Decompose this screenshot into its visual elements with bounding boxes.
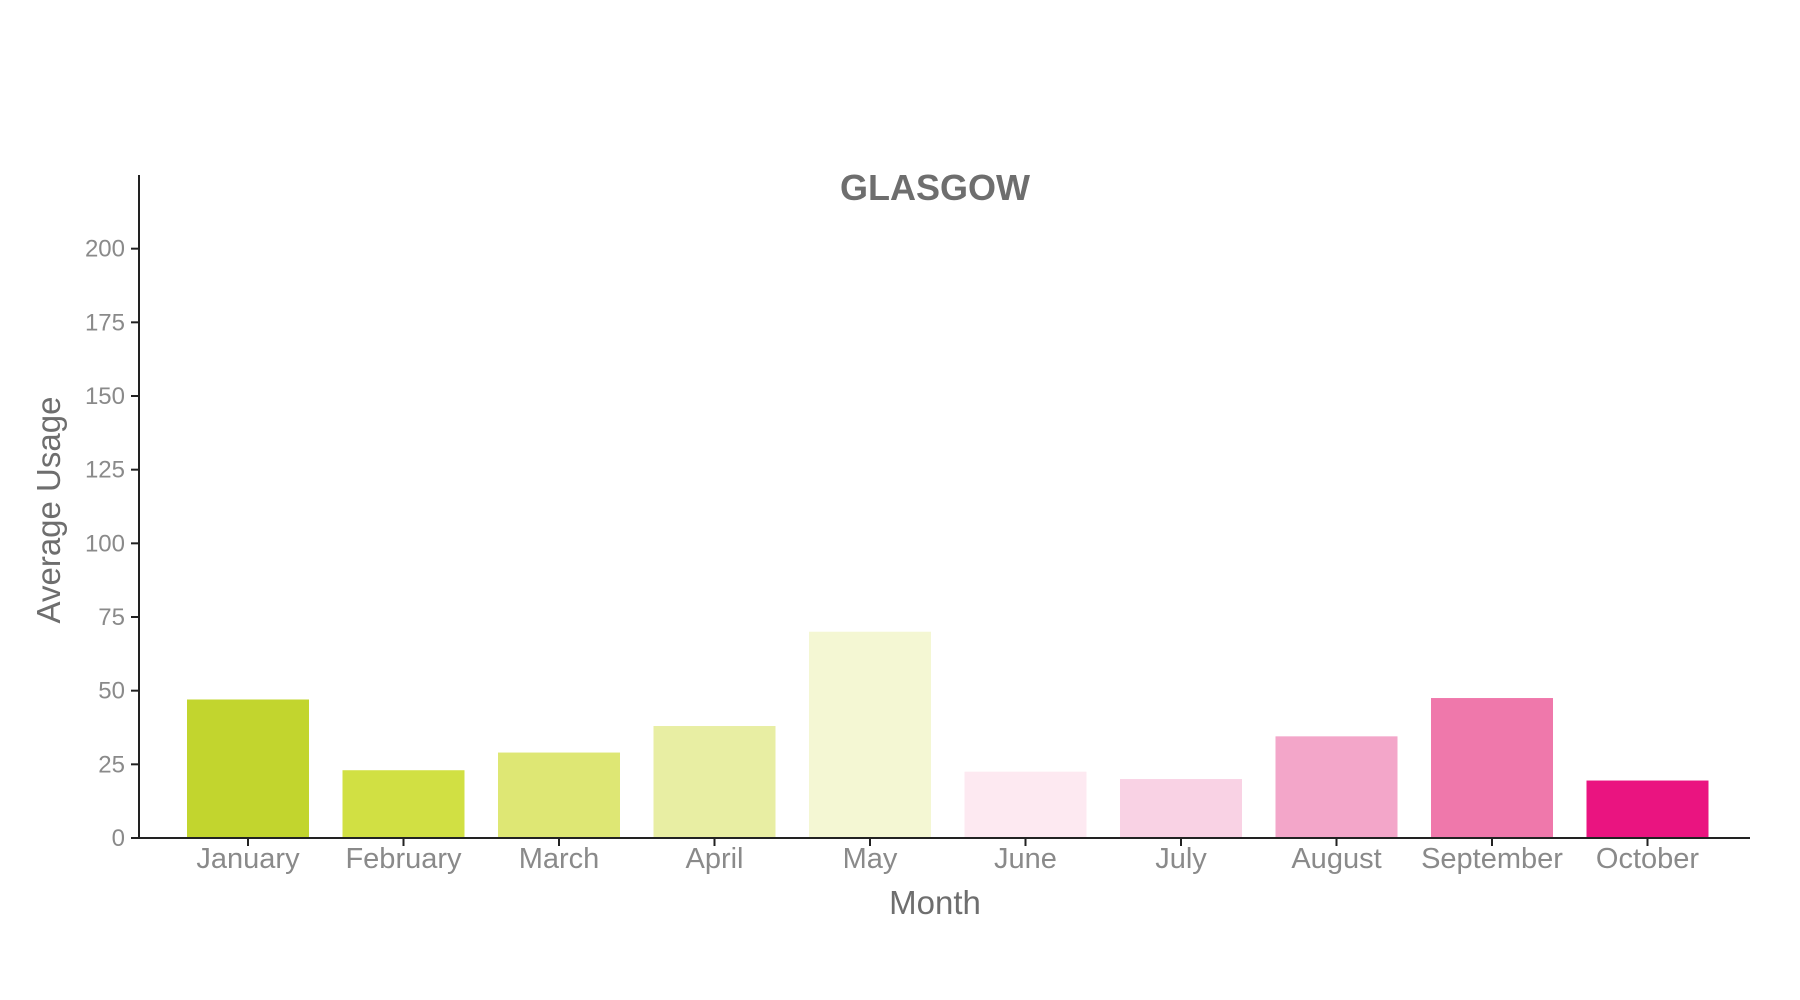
y-tick-label: 50 (98, 678, 125, 705)
bar-june (964, 771, 1087, 838)
x-tick-label: August (1291, 843, 1381, 875)
x-tick-label: July (1155, 843, 1207, 875)
y-tick-label: 200 (85, 236, 125, 263)
bar-march (498, 752, 620, 838)
x-tick-label: February (345, 843, 462, 875)
y-tick-label: 0 (112, 825, 125, 852)
y-axis-ticks: 0 25 50 75 100 125 150 175 200 (85, 236, 139, 852)
chart-title: GLASGOW (840, 167, 1030, 208)
x-tick-label: May (843, 843, 898, 875)
y-tick-label: 125 (85, 457, 125, 484)
bar-february (342, 770, 465, 838)
y-axis-title: Average Usage (30, 397, 67, 624)
x-axis-ticks: January February March April May June July Augu… (196, 838, 1699, 875)
bars (187, 631, 1709, 838)
y-tick-label: 25 (98, 751, 125, 778)
x-axis-title: Month (889, 884, 981, 921)
x-tick-label: June (994, 843, 1057, 875)
y-tick-label: 175 (85, 309, 125, 336)
x-tick-label: March (519, 843, 600, 875)
x-tick-label: January (196, 843, 300, 875)
x-tick-label: April (685, 843, 743, 875)
bar-january (187, 699, 309, 838)
x-tick-label: October (1596, 843, 1699, 875)
bar-may (809, 631, 931, 838)
bar-october (1586, 780, 1709, 838)
y-tick-label: 150 (85, 383, 125, 410)
y-tick-label: 100 (85, 530, 125, 557)
bar-april (653, 726, 776, 838)
bar-august (1275, 736, 1398, 838)
bar-july (1120, 779, 1242, 838)
bar-september (1431, 698, 1553, 838)
x-tick-label: September (1421, 843, 1563, 875)
y-tick-label: 75 (98, 604, 125, 631)
